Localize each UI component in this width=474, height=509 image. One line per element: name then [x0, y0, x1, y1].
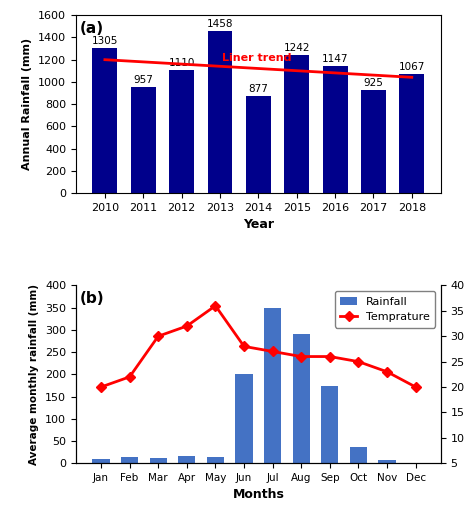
Bar [378, 460, 396, 463]
Text: 925: 925 [364, 78, 383, 88]
Text: 957: 957 [133, 75, 153, 84]
Bar [208, 31, 232, 193]
Bar [323, 66, 347, 193]
Bar [169, 70, 194, 193]
Bar [178, 456, 195, 463]
Bar [150, 458, 167, 463]
Bar [92, 48, 118, 193]
Text: 877: 877 [248, 83, 268, 94]
Bar [246, 96, 271, 193]
Text: 1305: 1305 [91, 36, 118, 46]
Bar [207, 457, 224, 463]
Bar [284, 55, 309, 193]
X-axis label: Months: Months [232, 489, 284, 501]
Text: 1147: 1147 [322, 53, 348, 64]
Y-axis label: Annual Rainfall (mm): Annual Rainfall (mm) [22, 38, 32, 170]
Bar [292, 334, 310, 463]
Bar [350, 447, 367, 463]
Bar [131, 87, 156, 193]
Bar [361, 90, 386, 193]
Bar [121, 457, 138, 463]
Bar [236, 374, 253, 463]
Text: (b): (b) [80, 291, 104, 306]
Bar [321, 386, 338, 463]
X-axis label: Year: Year [243, 218, 274, 231]
Text: 1458: 1458 [207, 19, 233, 29]
Bar [264, 307, 281, 463]
Y-axis label: Average monthly rainfall (mm): Average monthly rainfall (mm) [29, 284, 39, 465]
Text: 1110: 1110 [168, 58, 195, 68]
Text: Liner trend: Liner trend [222, 53, 292, 63]
Text: 1067: 1067 [399, 63, 425, 72]
Bar [92, 459, 109, 463]
Text: (a): (a) [80, 20, 104, 36]
Bar [399, 74, 424, 193]
Legend: Rainfall, Temprature: Rainfall, Temprature [335, 291, 435, 328]
Text: 1242: 1242 [283, 43, 310, 53]
